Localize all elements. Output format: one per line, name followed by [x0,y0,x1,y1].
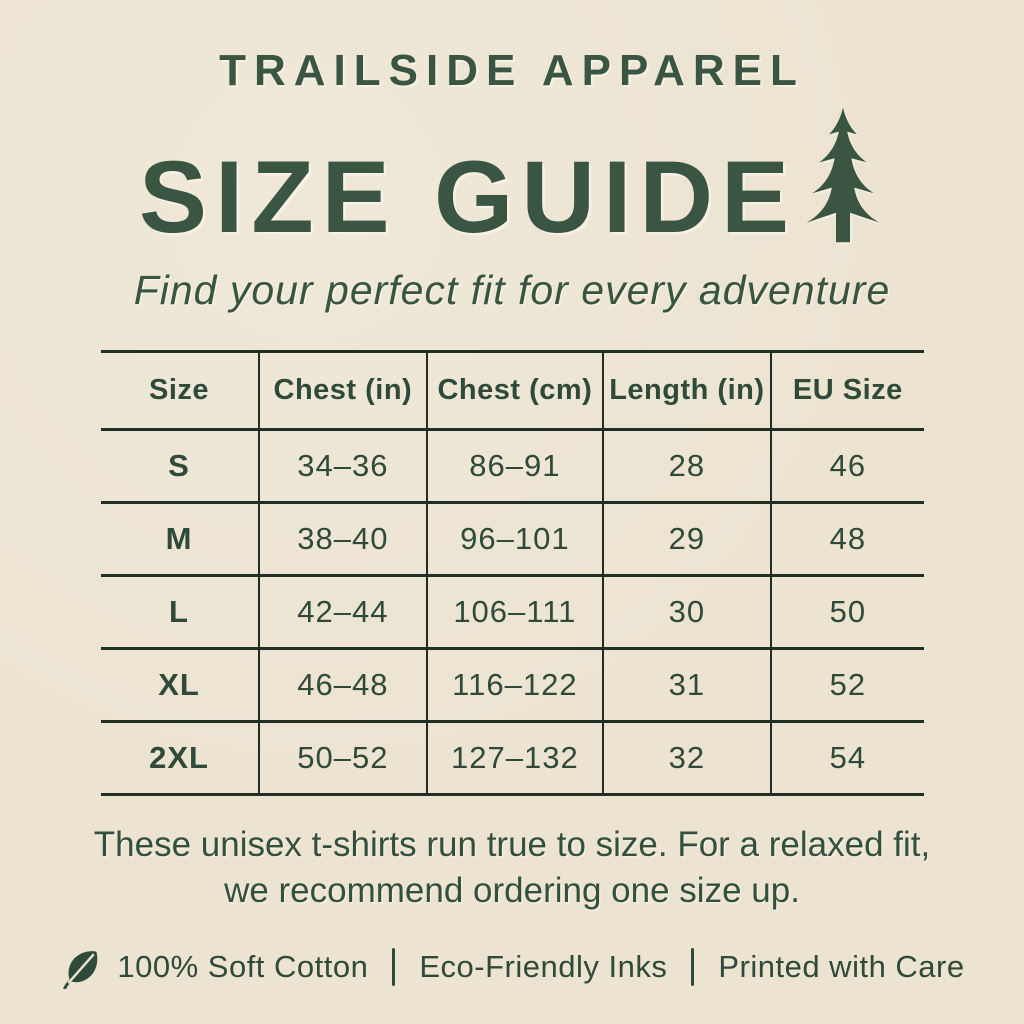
cell-chest-in: 42–44 [257,575,428,649]
header-cell-chest-in: Chest (in) [257,351,428,430]
table-header-row: Size Chest (in) Chest (cm) Length (in) E… [100,351,924,430]
page-title: SIZE GUIDE [138,139,798,254]
cell-chest-cm: 116–122 [426,648,603,722]
cell-eu-size: 52 [770,648,924,722]
cell-chest-in: 34–36 [257,429,428,503]
cell-size: L [169,593,189,629]
title-row: SIZE GUIDE [0,103,1024,254]
table-row-2xl: 2XL 50–52 127–132 32 54 [100,721,924,795]
cell-size: 2XL [149,739,209,775]
features-bar: 100% Soft Cotton Eco-Friendly Inks Print… [0,945,1024,990]
cell-chest-cm: 106–111 [426,575,603,649]
divider [392,948,396,987]
cell-chest-cm: 86–91 [426,429,603,503]
cell-chest-in: 46–48 [257,648,428,722]
cell-eu-size: 54 [770,721,924,795]
feature-soft-cotton: 100% Soft Cotton [59,945,369,990]
cell-chest-cm: 127–132 [426,721,603,795]
table-row-m: M 38–40 96–101 29 48 [100,502,924,576]
cell-length-in: 31 [601,648,772,722]
cell-length-in: 29 [601,502,772,576]
feature-label: 100% Soft Cotton [117,949,369,985]
header-cell-eu-size: EU Size [770,351,924,430]
cell-eu-size: 48 [770,502,924,576]
cell-eu-size: 50 [770,575,924,649]
fit-note: These unisex t-shirts run true to size. … [93,824,931,911]
table-row-xl: XL 46–48 116–122 31 52 [100,648,924,722]
size-table: Size Chest (in) Chest (cm) Length (in) E… [100,350,924,796]
table-row-s: S 34–36 86–91 28 46 [100,429,924,503]
size-table-wrap: Size Chest (in) Chest (cm) Length (in) E… [100,350,924,796]
table-row-l: L 42–44 106–111 30 50 [100,575,924,649]
cell-length-in: 30 [601,575,772,649]
feature-label: Eco-Friendly Inks [419,949,668,985]
leaf-icon [63,951,98,990]
cell-eu-size: 46 [770,429,924,503]
cell-length-in: 28 [601,429,772,503]
cell-chest-in: 50–52 [257,721,428,795]
cell-size: XL [158,666,200,702]
cell-size: S [168,447,190,483]
cell-chest-in: 38–40 [257,502,428,576]
header: TRAILSIDE APPAREL SIZE GUIDE Find your p… [0,0,1024,314]
header-cell-size: Size [148,373,210,406]
brand-name: TRAILSIDE APPAREL [219,46,805,95]
cell-chest-cm: 96–101 [426,502,603,576]
divider [691,948,695,987]
header-cell-chest-cm: Chest (cm) [426,351,603,430]
subtitle: Find your perfect fit for every adventur… [133,266,891,313]
cell-length-in: 32 [601,721,772,795]
feature-label: Printed with Care [718,949,965,985]
feature-printed-care: Printed with Care [718,949,964,985]
cell-size: M [165,520,193,556]
pine-tree-icon [806,107,880,242]
header-cell-length-in: Length (in) [601,351,772,430]
feature-eco-inks: Eco-Friendly Inks [419,949,667,985]
